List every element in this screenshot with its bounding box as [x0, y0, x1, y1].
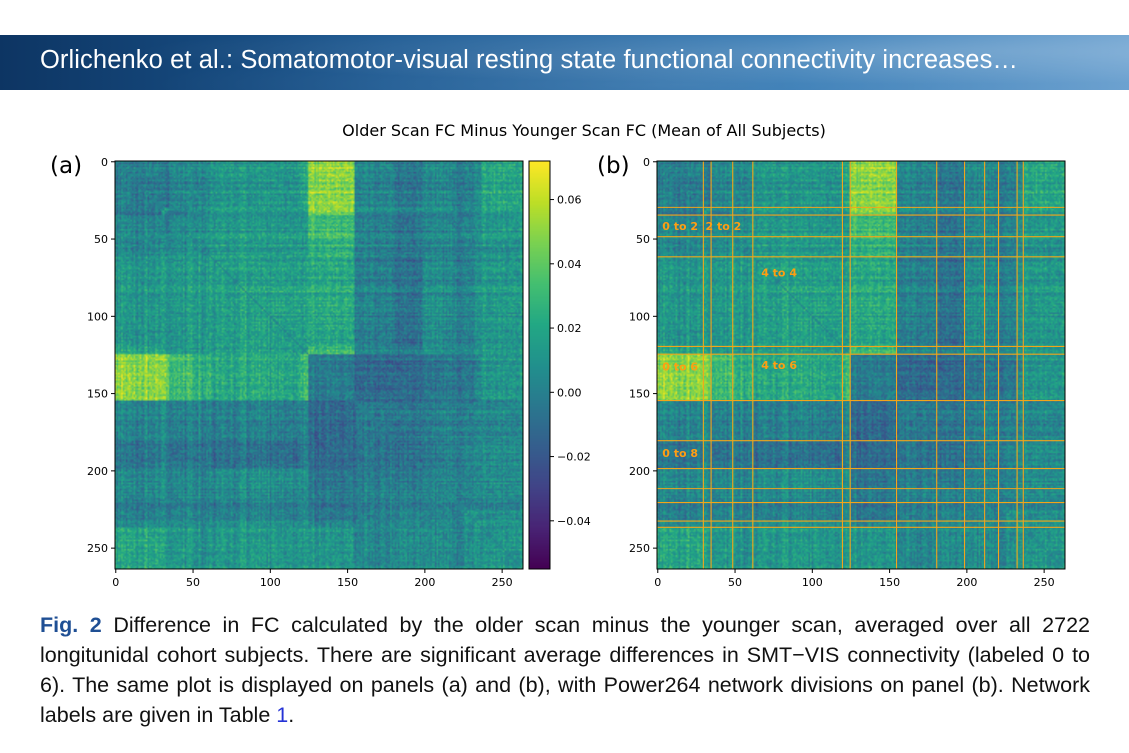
colorbar-tick-label: 0.00 — [557, 386, 582, 399]
network-block-label: 2 to 2 — [706, 220, 742, 233]
heatmap-a-y-tick-label: 50 — [94, 233, 108, 246]
heatmap-a-frame — [114, 160, 524, 570]
heatmap-b-y-tick-label: 250 — [629, 542, 650, 555]
heatmap-b-x-tick-label: 0 — [654, 576, 661, 589]
network-block-label: 4 to 6 — [761, 359, 797, 372]
heatmap-b-x-tick-label: 100 — [802, 576, 823, 589]
network-division-lines — [657, 161, 1065, 569]
figure-suptitle: Older Scan FC Minus Younger Scan FC (Mea… — [342, 121, 826, 140]
heatmap-b-axes: 0 50 100 150 200 250 0 50 100 150 200 250 — [629, 156, 1055, 589]
heatmap-b-y-tick-label: 0 — [643, 156, 650, 169]
heatmap-b-y-tick-label: 50 — [636, 233, 650, 246]
heatmap-panel-a: 0 50 100 150 200 250 0 50 100 150 200 250 — [87, 156, 524, 589]
header-banner: Orlichenko et al.: Somatomotor-visual re… — [0, 35, 1129, 90]
colorbar: 0.06 0.04 0.02 0.00 −0.02 −0.04 — [528, 160, 591, 570]
heatmap-b-frame — [656, 160, 1066, 570]
caption-figure-label: Fig. 2 — [40, 613, 102, 637]
network-block-labels: 0 to 2 2 to 2 4 to 4 0 to 6 4 to 6 0 to 8 — [662, 220, 797, 460]
heatmap-a-axes: 0 50 100 150 200 250 0 50 100 150 200 250 — [87, 156, 513, 589]
heatmap-a-y-tick-label: 0 — [101, 156, 108, 169]
colorbar-tick-label: 0.04 — [557, 258, 582, 271]
figure-caption: Fig. 2 Difference in FC calculated by th… — [40, 610, 1090, 730]
running-header-title: Orlichenko et al.: Somatomotor-visual re… — [40, 46, 1019, 74]
heatmap-a-y-tick-label: 200 — [87, 465, 108, 478]
heatmap-a-y-tick-label: 100 — [87, 310, 108, 323]
heatmap-a-image — [115, 161, 523, 569]
panel-b-label: (b) — [597, 153, 630, 179]
heatmap-b-image — [657, 161, 1065, 569]
heatmap-b-x-tick-label: 50 — [728, 576, 742, 589]
heatmap-b-x-tick-label: 200 — [956, 576, 977, 589]
network-block-label: 0 to 6 — [662, 361, 698, 374]
colorbar-tick-label: −0.02 — [557, 451, 591, 464]
network-block-label: 0 to 2 — [662, 220, 698, 233]
caption-text: Difference in FC calculated by the older… — [40, 613, 1090, 727]
heatmap-a-y-tick-label: 150 — [87, 388, 108, 401]
colorbar-gradient — [529, 161, 550, 569]
heatmap-a-x-tick-label: 200 — [414, 576, 435, 589]
network-block-label: 4 to 4 — [761, 266, 797, 279]
colorbar-tick-label: 0.02 — [557, 322, 582, 335]
heatmap-b-y-tick-label: 200 — [629, 465, 650, 478]
heatmap-panel-b: 0 to 2 2 to 2 4 to 4 0 to 6 4 to 6 0 to 8 0 50… — [629, 156, 1066, 589]
table-reference-link[interactable]: 1 — [276, 703, 289, 727]
colorbar-frame — [528, 160, 551, 570]
network-block-label: 0 to 8 — [662, 447, 698, 460]
panel-a-label: (a) — [50, 153, 82, 179]
colorbar-axis: 0.06 0.04 0.02 0.00 −0.02 −0.04 — [550, 194, 591, 528]
heatmap-b-x-tick-label: 150 — [879, 576, 900, 589]
caption-end: . — [288, 703, 295, 727]
heatmap-b-y-tick-label: 150 — [629, 388, 650, 401]
figure-2: Older Scan FC Minus Younger Scan FC (Mea… — [50, 121, 1066, 589]
colorbar-tick-label: −0.04 — [557, 515, 591, 528]
heatmap-a-x-tick-label: 0 — [112, 576, 119, 589]
heatmap-a-y-tick-label: 250 — [87, 542, 108, 555]
heatmap-b-x-tick-label: 250 — [1034, 576, 1055, 589]
heatmap-a-x-tick-label: 150 — [337, 576, 358, 589]
heatmap-b-y-tick-label: 100 — [629, 310, 650, 323]
heatmap-a-x-tick-label: 100 — [260, 576, 281, 589]
heatmap-a-x-tick-label: 50 — [186, 576, 200, 589]
colorbar-tick-label: 0.06 — [557, 194, 582, 207]
heatmap-a-x-tick-label: 250 — [492, 576, 513, 589]
